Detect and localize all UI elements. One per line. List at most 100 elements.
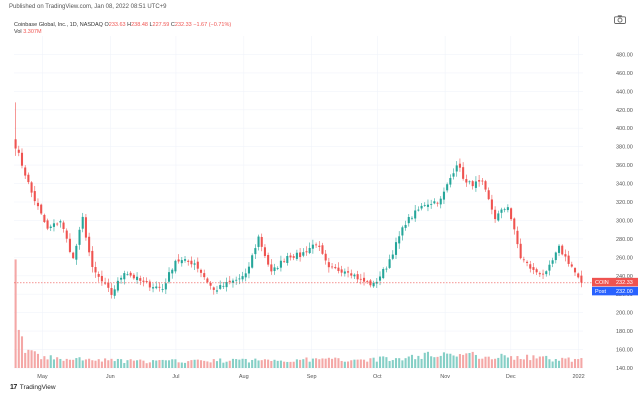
volume-bar (190, 360, 193, 368)
candle-body (107, 282, 110, 288)
candle-body (91, 250, 94, 267)
candle-body (247, 266, 250, 274)
volume-bar (270, 361, 273, 368)
volume-bar (554, 359, 557, 368)
candle-body (257, 236, 260, 247)
volume-bar (219, 358, 222, 368)
volume-bar (551, 361, 554, 368)
candle-body (510, 208, 513, 220)
volume-bar (212, 359, 215, 368)
legend-l-value: 227.59 (152, 22, 170, 28)
volume-bar (567, 357, 570, 368)
candle-body (331, 266, 334, 268)
volume-bar (78, 357, 81, 368)
candle-body (385, 268, 388, 270)
volume-bar (17, 329, 20, 368)
volume-bar (231, 358, 235, 368)
volume-bar (84, 359, 87, 368)
volume-bar (458, 354, 461, 368)
candle-body (430, 203, 433, 205)
x-tick-label: Jul (172, 374, 179, 380)
candle-body (439, 198, 442, 205)
volume-bar (88, 358, 91, 368)
volume-bar (222, 362, 225, 368)
volume-bar (516, 356, 519, 368)
candle-body (113, 289, 116, 296)
candle-body (212, 287, 215, 290)
volume-bar (359, 359, 362, 368)
candle-body (177, 259, 180, 262)
volume-bar (350, 360, 353, 368)
legend-c-label: C (170, 22, 175, 28)
volume-bar (324, 358, 327, 368)
volume-bar (267, 359, 270, 368)
volume-bar (529, 360, 532, 368)
volume-bar (433, 357, 436, 368)
candle-body (433, 201, 436, 204)
candle-body (500, 209, 503, 213)
volume-bar (510, 356, 513, 368)
candle-body (538, 273, 541, 275)
tradingview-logo[interactable]: 17 TradingView (10, 384, 56, 391)
volume-bar (254, 358, 257, 368)
x-tick-label: Jun (106, 374, 115, 380)
candle-body (573, 268, 577, 273)
volume-bar (59, 358, 62, 368)
post-price-label: Post 232.00 (592, 286, 638, 296)
volume-bar (20, 336, 24, 368)
candle-body (369, 280, 372, 286)
camera-icon[interactable] (614, 15, 626, 24)
candle-body (324, 253, 327, 261)
candle-body (362, 277, 366, 282)
candle-body (24, 167, 27, 176)
volume-bar (100, 361, 103, 368)
candle-body (577, 273, 580, 278)
tradingview-logo-icon: 17 (10, 384, 17, 391)
volume-bar (215, 361, 219, 368)
candle-body (404, 224, 407, 228)
volume-bar (49, 355, 52, 368)
volume-bar (484, 356, 487, 368)
candle-body (401, 227, 404, 236)
volume-bar (142, 360, 145, 368)
volume-bar (27, 349, 30, 368)
candle-body (75, 245, 78, 260)
candle-body (372, 282, 375, 287)
volume-bar (442, 352, 445, 368)
volume-bar (126, 360, 129, 368)
candle-body (487, 190, 490, 200)
volume-bar (423, 352, 426, 368)
volume-bar (161, 359, 164, 368)
volume-bar (199, 360, 203, 368)
volume-bar (46, 359, 49, 368)
volume-bar (244, 358, 247, 368)
volume-bar (305, 357, 308, 368)
candle-body (158, 286, 161, 288)
candle-body (283, 261, 286, 263)
volume-bar (241, 358, 244, 368)
candle-body (567, 255, 570, 264)
volume-bar (30, 350, 33, 368)
candle-body (490, 199, 493, 210)
candle-body (244, 273, 247, 278)
volume-bar (391, 360, 394, 368)
candle-body (132, 274, 135, 279)
volume-bar (43, 356, 46, 368)
volume-bar (228, 360, 231, 368)
x-tick-label: Aug (239, 374, 249, 380)
volume-bar (107, 360, 110, 368)
candle-body (40, 204, 43, 214)
candle-body (557, 245, 561, 253)
candle-body (554, 252, 557, 261)
volume-bar (487, 356, 490, 368)
candle-body (81, 216, 84, 229)
candle-body (522, 259, 525, 261)
candle-body (340, 269, 343, 273)
volume-bar (286, 361, 289, 368)
volume-bar (340, 360, 343, 368)
y-tick-label: 160.00 (616, 348, 633, 354)
volume-bar (263, 359, 266, 368)
volume-bar (155, 360, 158, 368)
volume-bar (471, 351, 474, 368)
